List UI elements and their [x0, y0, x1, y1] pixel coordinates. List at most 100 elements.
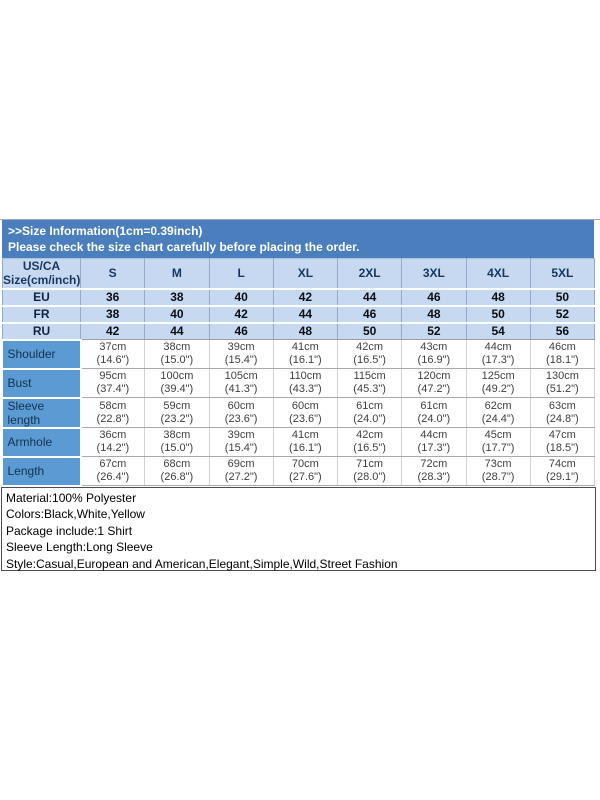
region-label: FR: [2, 304, 81, 324]
measurement-cm-value: 115cm: [353, 370, 386, 382]
measurement-inch-value: (24.0"): [417, 412, 451, 425]
size-table-body: US/CA Size(cm/inch) S M L XL 2XL 3XL 4XL 5XL EU…: [2, 258, 596, 487]
region-value-cell: 38: [144, 287, 210, 307]
measurement-value-cell: 115cm (45.3"): [336, 368, 403, 398]
measurement-inch-value: (27.2"): [224, 471, 258, 483]
measurement-cm-value: 43cm: [420, 341, 448, 353]
measurement-cm-value: 60cm: [291, 399, 319, 412]
measurement-value-cell: 44cm (17.3"): [401, 427, 467, 457]
region-value-cell: 52: [529, 304, 596, 324]
measurement-cm-value: 68cm: [163, 458, 191, 470]
measurement-inch-value: (18.5"): [546, 442, 579, 454]
measurement-label: Bust: [2, 367, 82, 399]
measurement-inch-value: (28.7"): [481, 471, 515, 483]
measurement-inch-value: (15.0"): [160, 354, 194, 366]
measurement-value-cell: 100cm (39.4"): [144, 368, 210, 398]
detail-line: Material:100% Polyester: [6, 491, 137, 505]
measurement-inch-value: (14.6"): [96, 354, 130, 366]
measurement-inch-value: (37.4"): [96, 383, 130, 395]
measurement-value-cell: 39cm (15.4"): [208, 339, 274, 369]
measurement-cm-value: 37cm: [99, 341, 127, 353]
region-value-cell: 48: [465, 287, 531, 307]
measurement-inch-value: (39.4"): [160, 383, 194, 395]
measurement-value-cell: 60cm (23.6"): [208, 397, 274, 428]
size-table: US/CA Size(cm/inch) S M L XL 2XL 3XL 4XL 5XL EU…: [2, 258, 596, 487]
measurement-value-cell: 72cm (28.3"): [401, 456, 467, 486]
measurement-label: Length: [2, 455, 82, 487]
measurement-inch-value: (29.1"): [546, 471, 579, 483]
size-column-header: M: [144, 258, 210, 290]
measurement-cm-value: 58cm: [99, 399, 127, 412]
measurement-value-cell: 71cm (28.0"): [336, 456, 403, 486]
measurement-cm-value: 41cm: [291, 341, 319, 353]
measurement-inch-value: (26.8"): [160, 471, 194, 483]
measurement-value-cell: 38cm (15.0"): [144, 427, 210, 457]
measurement-value-cell: 120cm (47.2"): [401, 368, 467, 398]
measurement-value-cell: 68cm (26.8"): [144, 456, 210, 486]
measurement-inch-value: (49.2"): [481, 383, 515, 395]
measurement-value-cell: 70cm (27.6"): [272, 456, 339, 486]
measurement-value-cell: 60cm (23.6"): [272, 397, 339, 428]
measurement-cm-value: 36cm: [99, 429, 127, 441]
measurement-value-cell: 46cm (18.1"): [529, 339, 596, 369]
region-value-cell: 48: [272, 321, 339, 340]
measurement-value-cell: 59cm (23.2"): [144, 397, 210, 428]
measurement-inch-value: (24.8"): [546, 412, 579, 425]
measurement-inch-value: (45.3"): [353, 383, 386, 395]
measurement-inch-value: (17.3"): [417, 442, 451, 454]
measurement-inch-value: (16.5"): [353, 354, 386, 366]
size-header-row: US/CA Size(cm/inch) S M L XL 2XL 3XL 4XL 5XL: [2, 258, 596, 290]
region-value-cell: 46: [336, 304, 403, 324]
region-value-cell: 36: [79, 287, 146, 307]
measurement-value-cell: 47cm (18.5"): [529, 427, 596, 457]
measurement-inch-value: (24.4"): [481, 412, 515, 425]
measurement-row: Bust 95cm (37.4") 100cm (39.4") 105cm (41.3") 1…: [2, 367, 596, 399]
region-value-cell: 52: [401, 321, 467, 340]
measurement-value-cell: 74cm (29.1"): [529, 456, 596, 486]
region-label: EU: [2, 287, 81, 307]
measurement-inch-value: (22.8"): [96, 412, 130, 425]
measurement-inch-value: (16.1"): [289, 442, 322, 454]
measurement-inch-value: (17.7"): [481, 442, 515, 454]
measurement-inch-value: (23.2"): [160, 412, 194, 425]
measurement-cm-value: 63cm: [548, 399, 576, 412]
region-value-cell: 38: [79, 304, 146, 324]
detail-line: Style:Casual,European and American,Elega…: [6, 556, 398, 571]
region-value-cell: 46: [401, 287, 467, 307]
measurement-cm-value: 67cm: [99, 458, 127, 470]
measurement-inch-value: (17.3"): [481, 354, 515, 366]
region-value-cell: 42: [79, 321, 146, 340]
measurement-cm-value: 125cm: [481, 370, 515, 382]
measurement-cm-value: 73cm: [484, 458, 512, 470]
measurement-cm-value: 46cm: [548, 341, 576, 353]
measurement-value-cell: 42cm (16.5"): [336, 339, 403, 369]
banner-subtitle: Please check the size chart carefully be…: [8, 240, 360, 254]
measurement-label: Sleeve length: [2, 396, 82, 429]
measurement-cm-value: 69cm: [227, 458, 255, 470]
measurement-value-cell: 44cm (17.3"): [465, 339, 531, 369]
measurement-cm-value: 110cm: [289, 370, 322, 382]
measurement-inch-value: (41.3"): [224, 383, 258, 395]
measurement-cm-value: 45cm: [484, 429, 512, 441]
detail-line: Sleeve Length:Long Sleeve: [6, 540, 153, 555]
measurement-inch-value: (28.3"): [417, 471, 451, 483]
measurement-value-cell: 37cm (14.6"): [79, 339, 146, 369]
region-row: RU 42 44 46 48 50 52 54 56: [2, 321, 596, 340]
product-details-box: Material:100% Polyester Colors:Black,Whit…: [1, 487, 596, 571]
measurement-inch-value: (24.0"): [353, 412, 386, 425]
measurement-value-cell: 61cm (24.0"): [336, 397, 403, 428]
measurement-cm-value: 42cm: [356, 341, 384, 353]
measurement-label: Shoulder: [2, 338, 82, 370]
measurement-inch-value: (23.6"): [289, 412, 322, 425]
region-value-cell: 44: [144, 321, 210, 340]
measurement-cm-value: 42cm: [356, 429, 384, 441]
region-value-cell: 56: [529, 321, 596, 340]
measurement-inch-value: (15.4"): [224, 354, 258, 366]
measurement-inch-value: (16.9"): [417, 354, 451, 366]
size-column-header: 3XL: [401, 258, 467, 290]
measurement-value-cell: 110cm (43.3"): [272, 368, 339, 398]
measurement-value-cell: 45cm (17.7"): [465, 427, 531, 457]
measurement-cm-value: 38cm: [163, 341, 191, 353]
measurement-row: Length 67cm (26.4") 68cm (26.8") 69cm (27.2") 7…: [2, 455, 596, 487]
measurement-cm-value: 70cm: [291, 458, 319, 470]
